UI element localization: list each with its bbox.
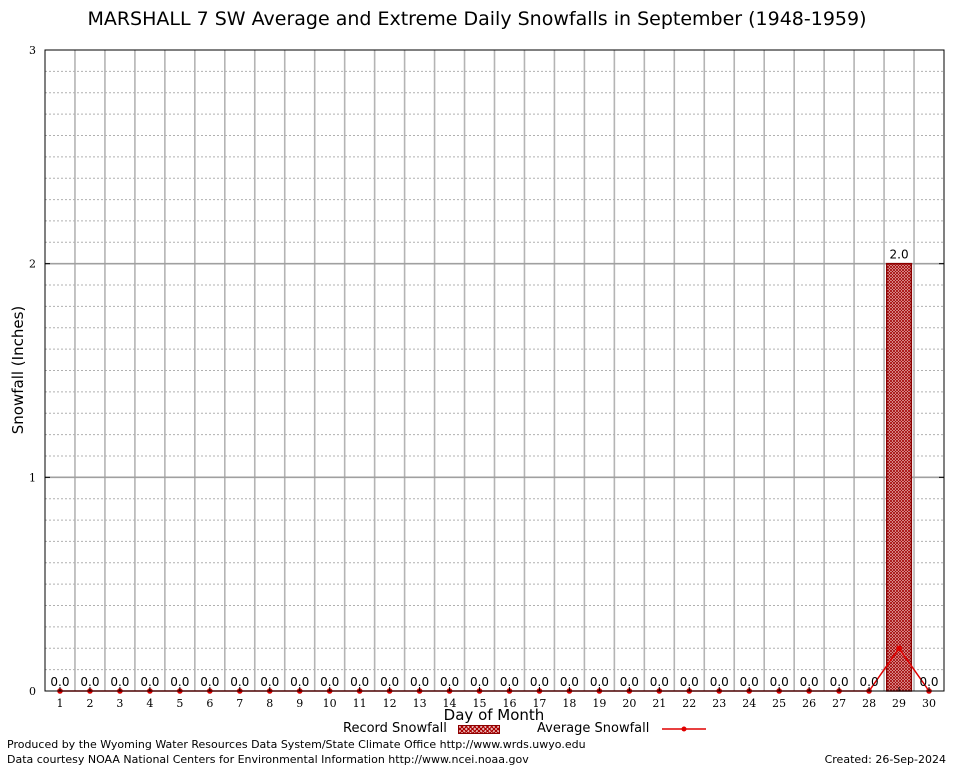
data-label: 0.0: [530, 675, 549, 689]
data-label: 0.0: [140, 675, 159, 689]
x-tick-label: 20: [622, 697, 636, 710]
x-tick-label: 26: [802, 697, 816, 710]
created-date: Created: 26-Sep-2024: [824, 753, 946, 766]
data-label: 0.0: [710, 675, 729, 689]
credit-line-1: Produced by the Wyoming Water Resources …: [7, 738, 586, 751]
data-label: 0.0: [650, 675, 669, 689]
legend-record-label: Record Snowfall: [343, 721, 447, 736]
plot-border: [44, 49, 945, 692]
data-label: 0.0: [110, 675, 129, 689]
x-tick-label: 18: [562, 697, 576, 710]
data-label: 0.0: [560, 675, 579, 689]
data-label: 0.0: [320, 675, 339, 689]
legend-average-label: Average Snowfall: [537, 721, 650, 736]
x-tick-label: 8: [266, 697, 273, 710]
data-label: 0.0: [830, 675, 849, 689]
x-tick-label: 7: [236, 697, 243, 710]
x-tick-label: 9: [296, 697, 303, 710]
data-label: 2.0: [890, 248, 909, 262]
x-tick-label: 21: [652, 697, 666, 710]
data-label: 0.0: [680, 675, 699, 689]
y-tick-label: 2: [29, 258, 36, 271]
credit-line-2: Data courtesy NOAA National Centers for …: [7, 753, 529, 766]
x-tick-label: 23: [712, 697, 726, 710]
y-tick-label: 3: [29, 44, 36, 57]
x-tick-label: 30: [922, 697, 936, 710]
data-label: 0.0: [440, 675, 459, 689]
x-tick-label: 17: [532, 697, 546, 710]
x-tick-label: 4: [146, 697, 153, 710]
y-tick-label: 0: [29, 685, 36, 698]
chart-title: MARSHALL 7 SW Average and Extreme Daily …: [87, 8, 867, 30]
x-tick-label: 1: [56, 697, 63, 710]
data-label: 0.0: [260, 675, 279, 689]
y-tick-label: 1: [29, 471, 36, 484]
x-tick-label: 14: [443, 697, 457, 710]
x-tick-label: 16: [502, 697, 516, 710]
x-tick-label: 29: [892, 697, 906, 710]
data-label: 0.0: [170, 675, 189, 689]
data-label: 0.0: [770, 675, 789, 689]
data-label: 0.0: [80, 675, 99, 689]
data-label: 0.0: [590, 675, 609, 689]
x-tick-label: 15: [473, 697, 487, 710]
legend-record-swatch: [458, 725, 500, 734]
data-label: 0.0: [919, 675, 938, 689]
x-tick-label: 6: [206, 697, 213, 710]
x-tick-label: 12: [383, 697, 397, 710]
x-tick-label: 22: [682, 697, 696, 710]
data-label: 0.0: [230, 675, 249, 689]
data-label: 0.0: [740, 675, 759, 689]
data-label: 0.0: [410, 675, 429, 689]
data-label: 0.0: [290, 675, 309, 689]
x-tick-label: 19: [592, 697, 606, 710]
x-tick-label: 13: [413, 697, 427, 710]
x-tick-label: 25: [772, 697, 786, 710]
x-tick-label: 28: [862, 697, 876, 710]
data-label: 0.0: [380, 675, 399, 689]
data-label: 0.0: [500, 675, 519, 689]
x-tick-label: 5: [176, 697, 183, 710]
x-axis-label: Day of Month: [443, 706, 545, 724]
data-label: 0.0: [350, 675, 369, 689]
data-label: 0.0: [800, 675, 819, 689]
x-tick-label: 27: [832, 697, 846, 710]
x-tick-label: 2: [86, 697, 93, 710]
data-label: 0.0: [860, 675, 879, 689]
average-point: [896, 645, 902, 652]
data-label: 0.0: [50, 675, 69, 689]
x-tick-label: 11: [353, 697, 367, 710]
data-label: 0.0: [620, 675, 639, 689]
data-label: 0.0: [470, 675, 489, 689]
x-tick-label: 3: [116, 697, 123, 710]
data-label: 0.0: [200, 675, 219, 689]
x-tick-label: 10: [323, 697, 337, 710]
record-bar: [886, 262, 913, 692]
x-tick-label: 24: [742, 697, 756, 710]
